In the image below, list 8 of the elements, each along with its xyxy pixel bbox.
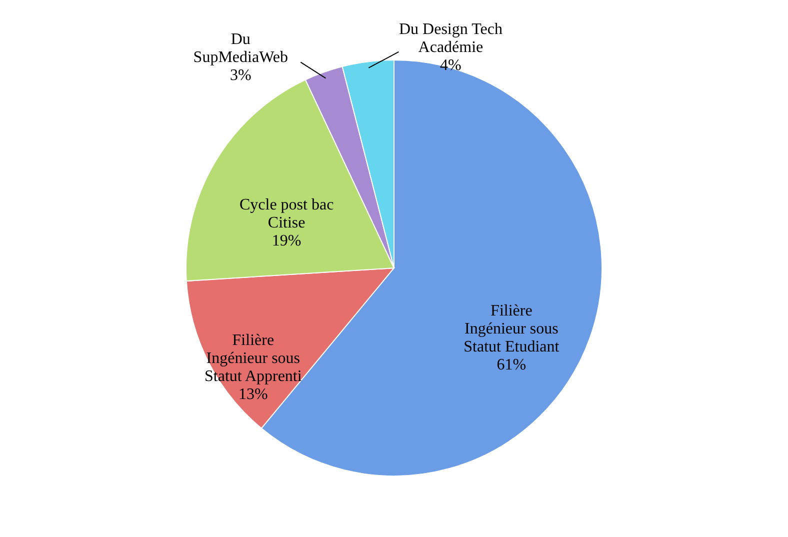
slice-label: Filière Ingénieur sous Statut Etudiant — [464, 302, 560, 356]
data-label: 13% — [238, 386, 268, 403]
slice-label: Cycle post bac Citise — [239, 196, 334, 232]
slice-label: Du Design Tech Académie — [398, 20, 502, 56]
data-label: 19% — [272, 232, 302, 250]
data-label: 61% — [496, 356, 526, 374]
slice-label: Du SupMediaWeb — [193, 31, 288, 66]
data-label: 3% — [230, 67, 252, 84]
